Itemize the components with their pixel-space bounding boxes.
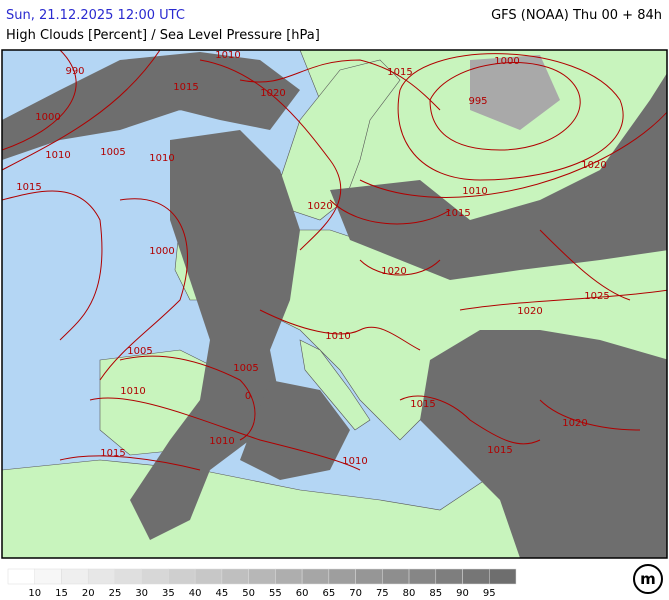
high-clouds	[420, 330, 667, 558]
legend-swatch	[355, 568, 383, 585]
isobar-label: 1015	[445, 208, 470, 219]
high-clouds	[2, 52, 300, 160]
legend-label: 70	[349, 588, 362, 599]
isobar-labels: 990 1010 1015 1020 1015 1000 995 1000 1010 1005 10…	[16, 50, 609, 467]
cloud-legend: 10 15 20 25 30 35 40 45 50 55 60 65 70 75 80 85 90 95	[7, 568, 517, 599]
legend-swatch	[114, 568, 142, 585]
isobar-label: 1000	[35, 112, 60, 123]
logo: m	[633, 564, 663, 594]
legend-swatch	[489, 568, 517, 585]
datetime: Sun, 21.12.2025 12:00 UTC	[6, 8, 185, 23]
legend-label: 85	[429, 588, 442, 599]
high-clouds	[130, 130, 300, 540]
isobar-label: 1000	[494, 56, 519, 67]
isobar-label: 1020	[581, 160, 606, 171]
isobar-label: 1010	[45, 150, 70, 161]
svg-text:m: m	[640, 570, 656, 588]
legend-swatch	[248, 568, 276, 585]
legend-swatch	[61, 568, 89, 585]
legend-label: 95	[483, 588, 496, 599]
legend-swatch	[141, 568, 169, 585]
isobar-label: 1010	[120, 386, 145, 397]
isobar-label: 1015	[410, 399, 435, 410]
map-frame	[1, 49, 668, 559]
legend-label: 10	[28, 588, 41, 599]
legend-swatch	[328, 568, 356, 585]
isobar-label: 1025	[584, 291, 609, 302]
legend-swatch	[221, 568, 249, 585]
italy	[299, 339, 371, 431]
thin-clouds	[470, 55, 560, 130]
isobar-label: 1015	[16, 182, 41, 193]
legend-swatch	[7, 568, 35, 585]
legend-label: 50	[242, 588, 255, 599]
legend-label: 90	[456, 588, 469, 599]
isobar-label: 1020	[381, 266, 406, 277]
legend-label: 25	[109, 588, 122, 599]
isobar-label: 1015	[173, 82, 198, 93]
isobar-label: 1015	[387, 67, 412, 78]
legend-label: 60	[296, 588, 309, 599]
isobar-label: 1005	[100, 147, 125, 158]
isobar-label: 1015	[487, 445, 512, 456]
isobar-label: 1010	[209, 436, 234, 447]
legend-label: 65	[322, 588, 335, 599]
isobar-label: 1010	[325, 331, 350, 342]
legend-swatch	[168, 568, 196, 585]
isobar-label: 1020	[307, 201, 332, 212]
isobar-label: 1015	[100, 448, 125, 459]
legend-swatch	[408, 568, 437, 585]
isobar-label: 1000	[149, 246, 174, 257]
legend-label: 45	[216, 588, 229, 599]
isobar-label: 1005	[233, 363, 258, 374]
scandinavia	[279, 59, 401, 221]
legend-label: 15	[55, 588, 68, 599]
legend-swatch	[275, 568, 303, 585]
isobar-label: 1020	[562, 418, 587, 429]
legend-label: 30	[135, 588, 148, 599]
isobar-label: 0	[245, 391, 251, 402]
legend-swatch	[462, 568, 490, 585]
legend-label: 35	[162, 588, 175, 599]
legend-label: 75	[376, 588, 389, 599]
legend-label: 80	[403, 588, 416, 599]
isobar-label: 1020	[517, 306, 542, 317]
legend-swatch	[435, 568, 463, 585]
isobar-label: 1005	[127, 346, 152, 357]
legend-label: 20	[82, 588, 95, 599]
isobar-label: 990	[65, 66, 84, 77]
isobar-label: 995	[468, 96, 487, 107]
legend-swatch	[34, 568, 62, 585]
isobar-label: 1010	[215, 50, 240, 61]
model-run: GFS (NOAA) Thu 00 + 84h	[491, 8, 662, 23]
map-title: High Clouds [Percent] / Sea Level Pressu…	[6, 28, 320, 43]
isobar-label: 1020	[260, 88, 285, 99]
legend-swatch	[301, 568, 330, 585]
legend-label: 40	[189, 588, 202, 599]
isobar-label: 1010	[462, 186, 487, 197]
high-clouds	[330, 73, 667, 280]
legend-label: 55	[269, 588, 282, 599]
isobar-label: 1010	[342, 456, 367, 467]
legend-swatch	[382, 568, 410, 585]
legend-swatch	[87, 568, 116, 585]
legend-swatch	[194, 568, 223, 585]
map-area	[2, 50, 667, 558]
isobar-label: 1010	[149, 153, 174, 164]
high-clouds	[240, 380, 350, 480]
